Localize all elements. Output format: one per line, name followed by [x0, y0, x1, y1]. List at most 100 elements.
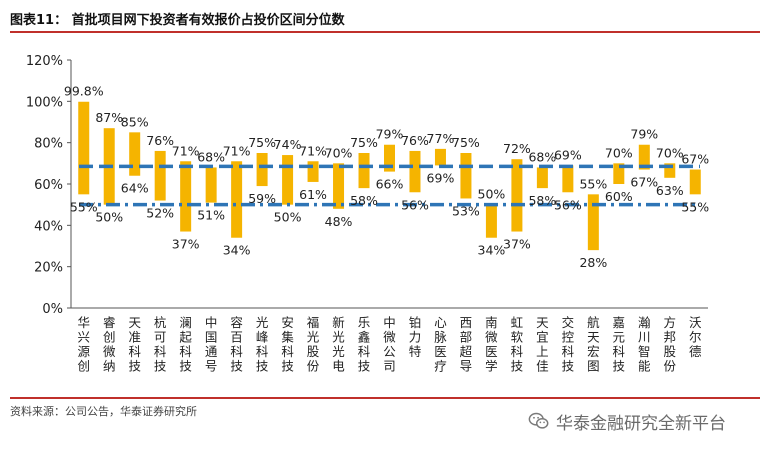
low-data-label: 63%	[656, 183, 684, 198]
figure-title: 图表11： 首批项目网下投资者有效报价占投价区间分位数	[10, 13, 345, 28]
range-bar	[307, 161, 319, 182]
low-data-label: 53%	[452, 203, 480, 218]
figure-title-bar: 图表11： 首批项目网下投资者有效报价占投价区间分位数	[10, 4, 760, 30]
high-data-label: 79%	[376, 127, 404, 142]
category-label: 嘉元科技	[613, 315, 626, 374]
category-label: 中微公司	[383, 315, 396, 374]
low-data-label: 56%	[401, 197, 429, 212]
high-data-label: 87%	[95, 110, 123, 125]
low-data-label: 51%	[197, 208, 225, 223]
high-data-label: 71%	[172, 143, 200, 158]
range-bar	[460, 153, 472, 199]
source-note: 资料来源：公司公告，华泰证券研究所	[10, 405, 197, 418]
category-label: 铂力特	[409, 315, 422, 359]
category-label: 澜起科技	[179, 315, 192, 374]
category-label: 杭可科技	[154, 315, 167, 374]
y-tick-label: 20%	[34, 261, 63, 276]
category-label: 西部超导	[460, 315, 473, 374]
high-data-label: 70%	[656, 145, 684, 160]
high-data-label: 74%	[274, 137, 302, 152]
low-data-label: 69%	[427, 170, 455, 185]
range-bar	[664, 163, 676, 178]
high-data-label: 75%	[248, 135, 276, 150]
range-bar	[511, 159, 523, 232]
low-data-label: 34%	[223, 243, 251, 258]
category-label: 睿创微纳	[103, 315, 116, 374]
category-label: 方邦股份	[664, 315, 677, 374]
category-label: 航天宏图	[587, 315, 600, 374]
category-label: 南微医学	[485, 315, 498, 374]
y-tick-label: 0%	[42, 302, 63, 317]
high-data-label: 50%	[478, 187, 506, 202]
range-bar	[180, 161, 192, 232]
range-bar	[78, 101, 90, 195]
low-data-label: 52%	[146, 206, 174, 221]
high-data-label: 75%	[452, 135, 480, 150]
low-data-label: 34%	[478, 243, 506, 258]
high-data-label: 69%	[554, 147, 582, 162]
low-data-label: 48%	[325, 214, 353, 229]
range-bar	[129, 132, 141, 176]
category-label: 安集科技	[281, 315, 294, 374]
high-data-label: 70%	[605, 145, 633, 160]
low-data-label: 59%	[248, 191, 276, 206]
low-data-label: 50%	[95, 210, 123, 225]
low-data-label: 37%	[503, 237, 531, 252]
range-bar	[689, 169, 701, 195]
category-label: 光峰科技	[256, 315, 269, 374]
title-divider	[10, 31, 760, 33]
low-data-label: 56%	[554, 197, 582, 212]
category-label: 华兴源创	[77, 315, 90, 374]
range-bar	[256, 153, 268, 187]
y-tick-label: 100%	[26, 95, 63, 110]
high-data-label: 75%	[350, 135, 378, 150]
high-data-label: 85%	[121, 114, 149, 129]
range-bar	[434, 148, 446, 166]
category-label: 乐鑫科技	[358, 315, 371, 374]
low-data-label: 28%	[579, 255, 607, 270]
high-data-label: 55%	[579, 176, 607, 191]
range-bar	[562, 165, 574, 193]
y-tick-label: 60%	[34, 178, 63, 193]
wechat-icon	[528, 412, 549, 429]
range-bar	[384, 144, 395, 172]
range-bar	[231, 161, 243, 238]
range-bar	[485, 204, 497, 238]
low-data-label: 50%	[274, 210, 302, 225]
range-bar-chart: 0% 20% 40% 60% 80% 100% 120%99.8% 55% 87% 50% 85% 6…	[26, 54, 709, 374]
high-data-label: 70%	[325, 145, 353, 160]
range-bar	[409, 150, 421, 193]
high-data-label: 76%	[146, 133, 174, 148]
high-data-label: 79%	[630, 127, 658, 142]
range-bar	[358, 153, 370, 189]
high-data-label: 76%	[401, 133, 429, 148]
low-data-label: 37%	[172, 237, 200, 252]
high-data-label: 99.8%	[64, 84, 104, 99]
low-data-label: 66%	[376, 177, 404, 192]
high-data-label: 67%	[681, 152, 709, 167]
category-label: 中国通号	[205, 315, 218, 374]
low-data-label: 67%	[630, 175, 658, 190]
y-tick-label: 80%	[34, 137, 63, 152]
low-data-label: 64%	[121, 181, 149, 196]
high-data-label: 68%	[197, 149, 225, 164]
y-tick-label: 40%	[34, 219, 63, 234]
footer-divider	[10, 397, 760, 399]
low-data-label: 55%	[70, 199, 98, 214]
range-bar	[536, 167, 548, 189]
high-data-label: 71%	[223, 143, 251, 158]
category-label: 新光光电	[332, 315, 345, 374]
high-data-label: 77%	[427, 131, 455, 146]
range-bar	[282, 155, 294, 205]
category-label: 瀚川智能	[638, 315, 651, 374]
high-data-label: 71%	[299, 143, 327, 158]
range-bar	[613, 163, 625, 184]
high-data-label: 68%	[528, 149, 556, 164]
high-data-label: 72%	[503, 141, 531, 156]
y-tick-label: 120%	[26, 54, 63, 69]
range-bar	[154, 150, 166, 201]
category-label: 心脉医疗	[434, 315, 447, 374]
category-label: 容百科技	[230, 315, 243, 374]
category-label: 天准科技	[128, 315, 141, 374]
low-data-label: 58%	[350, 193, 378, 208]
